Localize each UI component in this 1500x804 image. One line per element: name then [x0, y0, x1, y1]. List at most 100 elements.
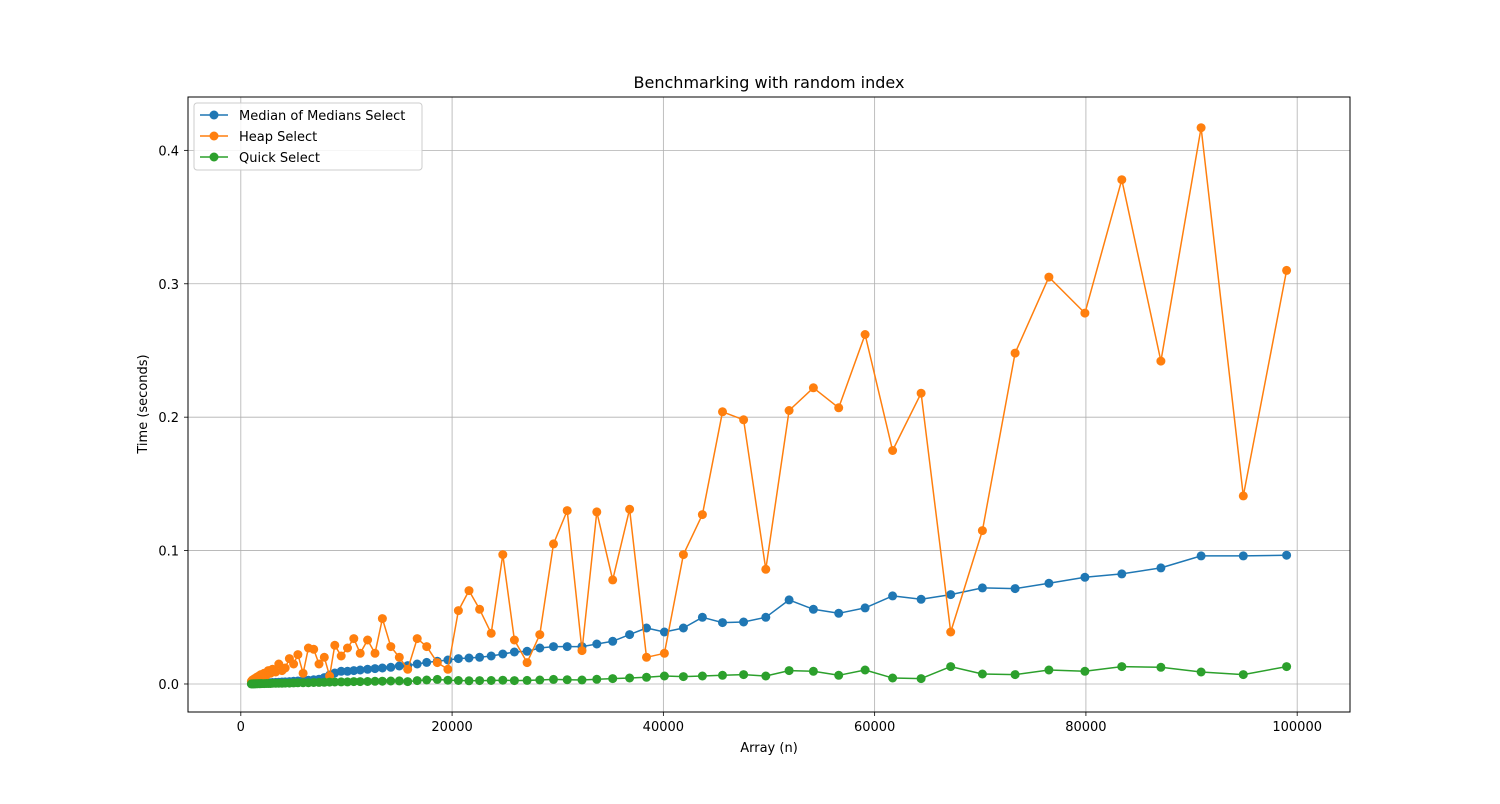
data-point: [549, 674, 558, 684]
legend-marker: [209, 110, 219, 120]
data-point: [1080, 666, 1090, 676]
data-point: [1196, 667, 1206, 677]
data-point: [370, 648, 380, 658]
data-point: [1282, 265, 1292, 275]
legend-item: Quick Select: [200, 151, 320, 166]
data-point: [625, 504, 635, 514]
y-tick-label: 0.0: [158, 678, 179, 693]
data-point: [1010, 348, 1020, 358]
data-point: [1044, 578, 1054, 588]
data-point: [549, 642, 558, 652]
x-tick-label: 80000: [1065, 720, 1106, 735]
data-point: [403, 677, 413, 687]
data-point: [498, 649, 508, 659]
data-point: [336, 677, 346, 687]
data-point: [349, 634, 359, 644]
x-axis-label: Array (n): [740, 741, 798, 756]
data-point: [1156, 563, 1166, 573]
data-point: [509, 676, 519, 686]
data-point: [1044, 272, 1054, 282]
data-point: [577, 646, 587, 656]
data-point: [1010, 670, 1020, 680]
plot-frame: [187, 96, 1351, 713]
data-point: [355, 665, 365, 675]
data-point: [946, 590, 956, 600]
data-point: [1156, 356, 1166, 366]
data-point: [834, 403, 844, 413]
data-point: [860, 603, 870, 613]
data-point: [386, 662, 396, 672]
data-point: [977, 526, 987, 536]
data-point: [432, 674, 442, 684]
data-point: [394, 661, 404, 671]
data-point: [808, 383, 818, 393]
data-point: [1117, 662, 1127, 672]
data-point: [718, 407, 727, 417]
data-point: [336, 651, 346, 661]
data-point: [412, 634, 422, 644]
data-point: [659, 627, 669, 637]
data-point: [678, 672, 688, 682]
data-point: [784, 595, 794, 605]
data-point: [834, 670, 844, 680]
x-tick-label: 20000: [431, 720, 472, 735]
legend-marker: [209, 152, 219, 162]
data-point: [509, 647, 519, 657]
data-point: [659, 648, 669, 658]
data-point: [808, 666, 818, 676]
data-point: [1156, 662, 1166, 672]
data-point: [309, 644, 319, 654]
data-point: [784, 666, 794, 676]
data-point: [475, 652, 485, 662]
data-point: [946, 662, 956, 672]
data-point: [475, 676, 485, 686]
data-point: [403, 664, 413, 674]
data-point: [394, 652, 404, 662]
data-point: [860, 330, 870, 339]
data-point: [464, 676, 474, 686]
data-point: [659, 671, 669, 681]
data-point: [888, 591, 898, 601]
data-point: [1238, 491, 1248, 501]
legend-item: Heap Select: [200, 130, 317, 145]
data-point: [697, 510, 707, 520]
data-point: [1117, 569, 1127, 579]
data-point: [916, 594, 926, 604]
x-tick-label: 40000: [643, 720, 684, 735]
data-point: [592, 639, 602, 649]
data-point: [977, 583, 987, 593]
data-point: [363, 664, 373, 674]
data-point: [412, 659, 422, 669]
data-point: [453, 676, 463, 685]
data-point: [916, 388, 926, 398]
data-point: [1238, 551, 1248, 561]
data-point: [592, 507, 602, 517]
data-point: [1010, 584, 1020, 594]
y-tick-label: 0.2: [158, 411, 179, 426]
data-point: [678, 623, 688, 633]
data-point: [642, 672, 651, 682]
data-point: [432, 658, 442, 668]
legend-label: Quick Select: [239, 151, 320, 166]
data-point: [363, 635, 373, 645]
data-point: [1080, 308, 1090, 318]
data-point: [319, 652, 329, 662]
data-point: [592, 674, 602, 684]
data-point: [422, 642, 432, 652]
data-point: [642, 623, 651, 633]
data-point: [739, 415, 749, 425]
data-point: [608, 674, 618, 684]
series-line: [250, 126, 1288, 682]
data-point: [293, 650, 303, 660]
data-point: [298, 668, 308, 678]
data-point: [443, 675, 453, 685]
data-point: [697, 671, 707, 681]
series-quick-select: [246, 662, 1292, 689]
data-point: [608, 636, 618, 646]
data-point: [280, 663, 290, 673]
data-point: [577, 675, 587, 685]
series-layer: [246, 123, 1292, 689]
legend-marker: [209, 131, 219, 141]
data-point: [678, 550, 688, 560]
